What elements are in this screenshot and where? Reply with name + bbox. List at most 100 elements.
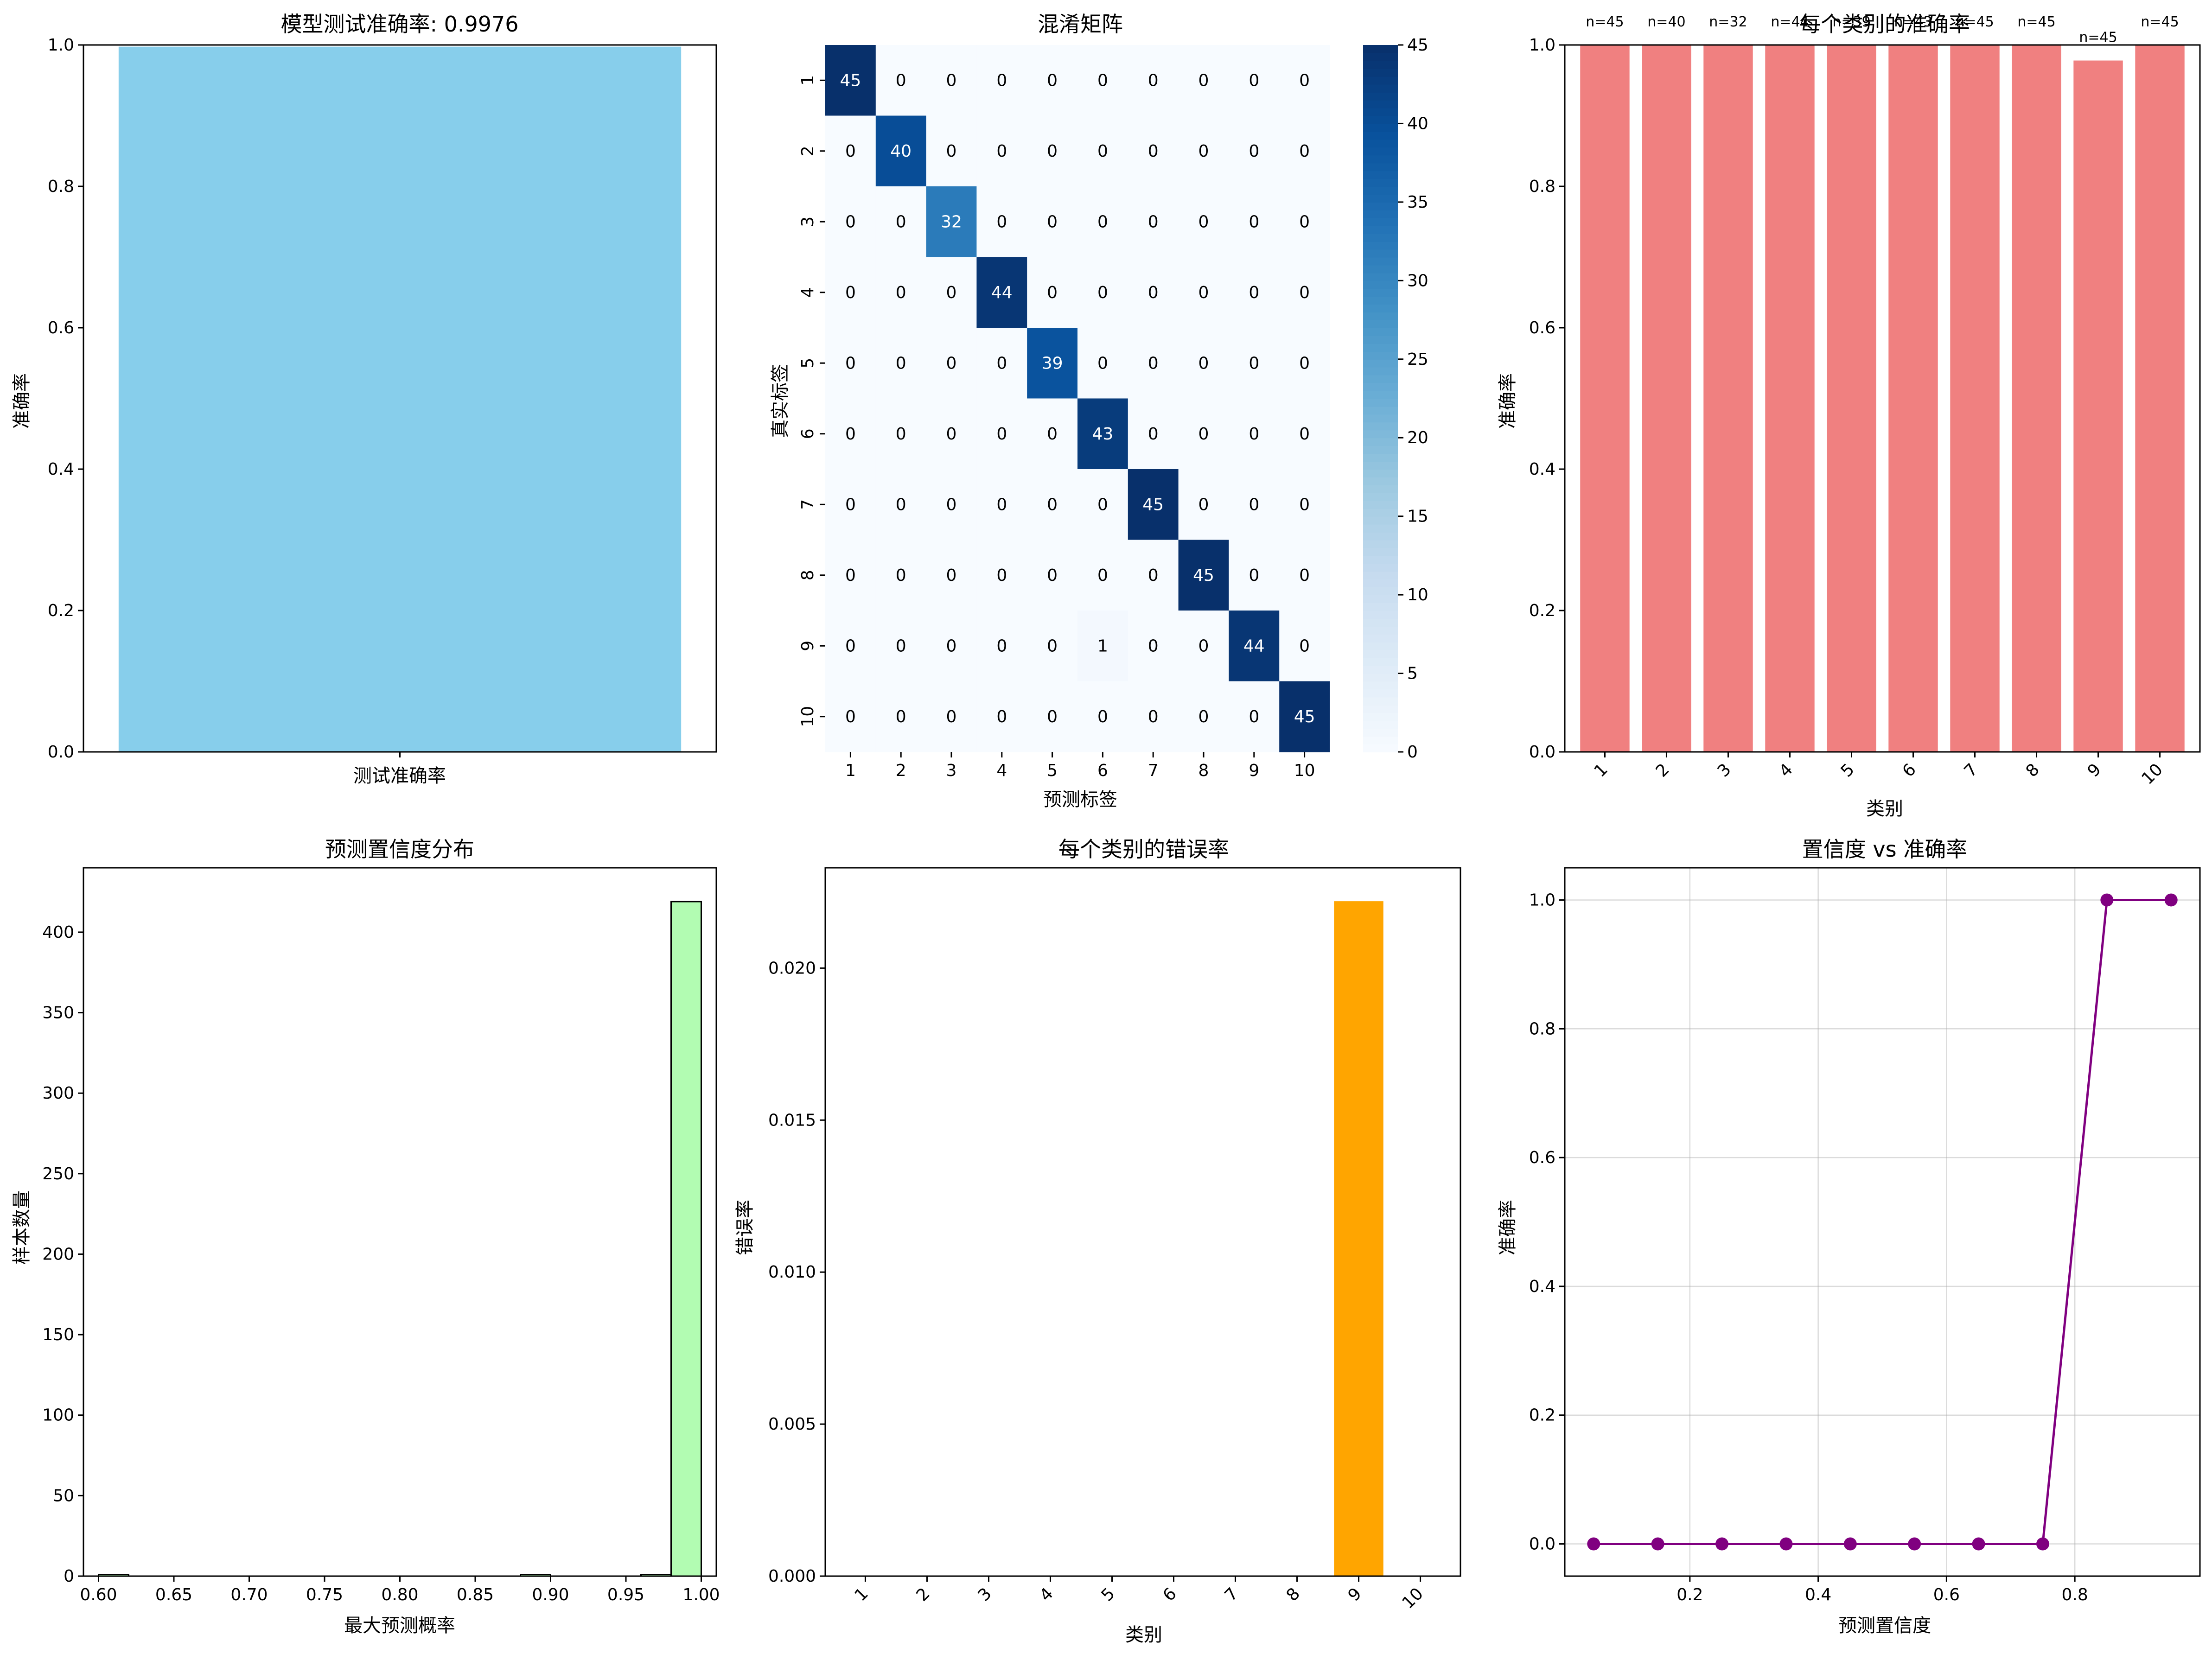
p2-xtick-label-4: 5 [1047,761,1058,780]
heatmap-cell-value: 32 [941,212,962,231]
p6-ytick-label-3: 0.6 [1529,1148,1555,1167]
colorbar-segment [1363,665,1398,674]
heatmap-cell-value: 0 [896,425,906,444]
colorbar-segment [1363,406,1398,415]
heatmap-cell-value: 0 [1148,142,1159,161]
heatmap-cell-value: 0 [845,425,856,444]
panel-1-frame [83,44,717,753]
panel-2-plot: 45 0 0 0 0 0 0 0 0 00 40 0 0 0 0 0 0 0 00 0 32 0 0 0 0 0 0 00 0 0 44 0 0… [798,36,1428,780]
heatmap-cell-value: 0 [1299,142,1310,161]
colorbar-tick-label-7: 35 [1407,193,1428,212]
panel-3-xlabel: 类别 [1866,798,1903,820]
accuracy-point [1779,1537,1793,1551]
panel-6-title: 置信度 vs 准确率 [1802,837,1967,862]
panel-4-plot: 0 50 100 150 200 250 300 350 400 0.60 0.65 0.70 0.75… [42,867,720,1604]
heatmap-cell [875,186,927,257]
colorbar-segment [1363,296,1398,305]
heatmap-cell-value: 0 [1097,354,1108,373]
colorbar-segment [1363,343,1398,352]
heatmap-cell-value: 45 [1294,707,1315,726]
panel-6-xlabel: 预测置信度 [1838,1615,1931,1636]
colorbar-segment [1363,555,1398,564]
heatmap-cell-value: 0 [1097,707,1108,726]
colorbar-tick-label-9: 45 [1407,36,1428,55]
p1-ytick-label-4: 0.8 [48,177,74,196]
panel-1-category-label: 测试准确率 [353,765,446,787]
heatmap-cell-value: 0 [1047,71,1058,90]
heatmap-cell [1178,469,1229,540]
colorbar-segment [1363,273,1398,281]
heatmap-cell-value: 0 [1299,71,1310,90]
colorbar-segment [1363,320,1398,328]
heatmap-cell-value: 0 [845,566,856,585]
heatmap-cell-value: 0 [1299,283,1310,302]
colorbar-tick-label-3: 15 [1407,507,1428,526]
heatmap-cell-value: 40 [890,142,912,161]
colorbar-segment [1363,705,1398,713]
heatmap-cell-value: 0 [946,142,957,161]
heatmap-cell-value: 1 [1097,636,1108,655]
panel-5-frame [824,867,1461,1577]
heatmap-cell [825,186,876,257]
colorbar-segment [1363,728,1398,737]
colorbar-segment [1363,438,1398,446]
heatmap-cell-value: 0 [1047,212,1058,231]
heatmap-cell [1077,540,1128,611]
heatmap-cell-value: 45 [840,71,861,90]
heatmap-cell [1027,45,1078,116]
heatmap-cell-value: 0 [1249,354,1259,373]
panel-4-ylabel: 样本数量 [11,1190,32,1265]
colorbar-segment [1363,351,1398,360]
heatmap-cell-value: 0 [996,495,1007,514]
heatmap-cell-value: 0 [896,71,906,90]
colorbar-segment [1363,108,1398,116]
heatmap-cell-value: 0 [1198,636,1209,655]
panel-2-title: 混淆矩阵 [1038,12,1123,37]
heatmap-cell [1279,611,1330,681]
colorbar-segment [1363,249,1398,258]
p4-ytick-label-6: 300 [42,1084,74,1103]
colorbar-segment [1363,445,1398,454]
colorbar-tick-label-1: 5 [1407,664,1418,683]
heatmap-cell-value: 0 [1148,212,1159,231]
heatmap-cell [976,681,1027,752]
p2-ytick-label-1: 2 [798,146,817,156]
p1-ytick-label-0: 0.0 [48,743,74,762]
heatmap-cell-value: 0 [845,283,856,302]
heatmap-cell [1128,681,1179,752]
p5-ytick-label-4: 0.020 [768,959,816,978]
p5-ytick-label-0: 0.000 [768,1567,816,1586]
p4-xtick-label-7: 0.95 [607,1585,644,1604]
heatmap-cell [1229,469,1280,540]
heatmap-cell [875,257,927,328]
p2-xtick-label-9: 10 [1294,761,1315,780]
heatmap-cell [976,469,1027,540]
colorbar-segment [1363,430,1398,439]
colorbar-segment [1363,649,1398,658]
heatmap-cell-value: 45 [1193,566,1214,585]
class-accuracy-bar [1888,45,1938,752]
heatmap-cell-value: 0 [996,425,1007,444]
panel-1-plot: 0.0 0.2 0.4 0.6 0.8 1.0 [48,36,717,762]
colorbar-segment [1363,634,1398,643]
p2-ytick-label-8: 9 [798,641,817,651]
colorbar-segment [1363,257,1398,266]
panel-3-title: 每个类别的准确率 [1799,12,1970,37]
p3-ytick-label-3: 0.6 [1529,318,1555,337]
p4-xtick-label-8: 1.00 [682,1585,720,1604]
p5-ytick-label-2: 0.010 [768,1263,816,1282]
colorbar-segment [1363,563,1398,572]
p6-ytick-label-2: 0.4 [1529,1277,1555,1296]
heatmap-cell-value: 39 [1042,354,1063,373]
accuracy-point [2164,893,2178,907]
colorbar-segment [1363,500,1398,509]
heatmap-cell [825,469,876,540]
heatmap-cell-value: 0 [946,566,957,585]
class-sample-count-label: n=43 [1894,14,1932,30]
heatmap-cell [1077,398,1128,470]
heatmap-cell-value: 0 [1148,425,1159,444]
colorbar-segment [1363,359,1398,368]
panel-6-ylabel: 准确率 [1497,1200,1518,1255]
heatmap-cell-value: 0 [1097,142,1108,161]
